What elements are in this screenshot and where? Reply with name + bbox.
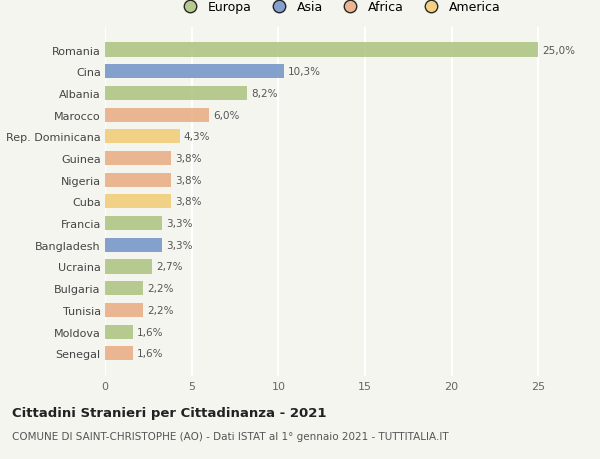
Text: 25,0%: 25,0% bbox=[542, 45, 575, 56]
Bar bbox=[105, 238, 162, 252]
Text: 3,3%: 3,3% bbox=[167, 218, 193, 229]
Text: 2,2%: 2,2% bbox=[148, 284, 174, 294]
Bar bbox=[105, 174, 171, 187]
Text: 10,3%: 10,3% bbox=[288, 67, 321, 77]
Text: 3,8%: 3,8% bbox=[175, 197, 202, 207]
Text: 6,0%: 6,0% bbox=[214, 110, 240, 120]
Text: 3,8%: 3,8% bbox=[175, 154, 202, 164]
Text: Cittadini Stranieri per Cittadinanza - 2021: Cittadini Stranieri per Cittadinanza - 2… bbox=[12, 406, 326, 419]
Bar bbox=[105, 303, 143, 317]
Text: 2,7%: 2,7% bbox=[156, 262, 182, 272]
Bar bbox=[105, 108, 209, 123]
Text: 2,2%: 2,2% bbox=[148, 305, 174, 315]
Text: 3,3%: 3,3% bbox=[167, 240, 193, 250]
Legend: Europa, Asia, Africa, America: Europa, Asia, Africa, America bbox=[178, 1, 500, 14]
Text: 4,3%: 4,3% bbox=[184, 132, 211, 142]
Text: 3,8%: 3,8% bbox=[175, 175, 202, 185]
Bar bbox=[105, 281, 143, 296]
Text: COMUNE DI SAINT-CHRISTOPHE (AO) - Dati ISTAT al 1° gennaio 2021 - TUTTITALIA.IT: COMUNE DI SAINT-CHRISTOPHE (AO) - Dati I… bbox=[12, 431, 449, 442]
Bar bbox=[105, 87, 247, 101]
Bar bbox=[105, 65, 284, 79]
Bar bbox=[105, 195, 171, 209]
Bar bbox=[105, 260, 152, 274]
Bar bbox=[105, 44, 538, 57]
Bar bbox=[105, 347, 133, 360]
Bar bbox=[105, 151, 171, 166]
Text: 1,6%: 1,6% bbox=[137, 348, 164, 358]
Bar bbox=[105, 217, 162, 230]
Text: 8,2%: 8,2% bbox=[251, 89, 278, 99]
Bar bbox=[105, 130, 179, 144]
Text: 1,6%: 1,6% bbox=[137, 327, 164, 337]
Bar bbox=[105, 325, 133, 339]
